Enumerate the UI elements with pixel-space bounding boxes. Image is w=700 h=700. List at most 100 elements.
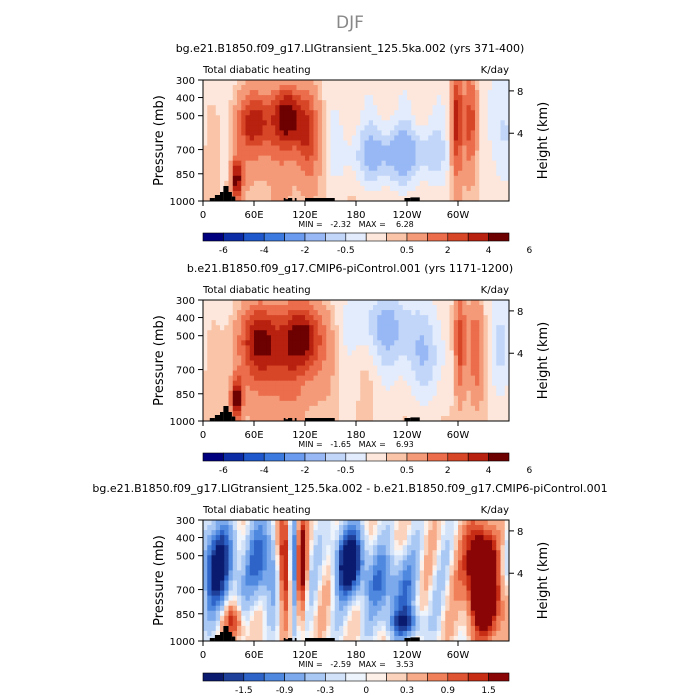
heatmap-cell [339,300,344,306]
heatmap-cell [504,310,510,316]
heatmap-cell [334,95,340,101]
heatmap-cell [407,340,412,346]
heatmap-cell [390,145,395,152]
heatmap-cell [254,110,259,116]
heatmap-cell [500,305,506,311]
heatmap-cell [449,610,455,617]
heatmap-cell [305,330,310,336]
heatmap-cell [334,150,340,157]
heatmap-cell [407,175,412,182]
heatmap-cell [411,140,416,147]
heatmap-cell [207,160,212,167]
heatmap-cell [309,315,314,321]
heatmap-cell [385,165,391,172]
heatmap-cell [500,605,506,612]
colorbar-swatch [284,452,306,462]
heatmap-cell [504,335,510,341]
heatmap-cell [470,555,476,561]
heatmap-cell [441,355,446,361]
heatmap-cell [470,610,476,617]
heatmap-cell [220,180,225,187]
heatmap-cell [360,340,365,346]
heatmap-cell [415,95,421,101]
heatmap-cell [262,300,268,306]
heatmap-cell [322,150,327,157]
heatmap-cell [458,400,463,407]
colorbar-swatch [488,452,510,462]
heatmap-cell [300,530,306,536]
heatmap-cell [445,535,450,541]
heatmap-cell [504,110,510,116]
heatmap-cell [245,550,251,556]
heatmap-cell [500,315,506,321]
heatmap-cell [483,395,489,402]
heatmap-cell [356,405,361,412]
heatmap-cell [296,150,302,157]
heatmap-cell [402,300,408,306]
heatmap-cell [441,555,446,561]
heatmap-cell [449,85,455,91]
heatmap-cell [356,195,361,202]
heatmap-cell [407,610,412,617]
heatmap-cell [496,300,501,306]
heatmap-cell [309,150,314,157]
heatmap-cell [305,345,310,351]
heatmap-cell [470,325,476,331]
heatmap-cell [220,150,225,157]
colorbar-swatch [365,452,387,462]
heatmap-cell [390,570,395,576]
heatmap-cell [500,600,506,607]
heatmap-cell [292,395,297,402]
heatmap-cell [496,120,501,126]
heatmap-cell [343,315,348,321]
heatmap-cell [203,335,208,341]
heatmap-cell [245,190,251,197]
colorbar-label: -0.5 [337,466,355,476]
heatmap-cell [275,590,280,597]
heatmap-cell [385,85,391,91]
heatmap-cell [343,150,348,157]
heatmap-cell [436,575,442,581]
heatmap-cell [224,615,229,622]
heatmap-cell [487,560,493,566]
heatmap-cell [436,520,442,526]
heatmap-cell [275,155,280,162]
heatmap-cell [254,550,259,556]
heatmap-cell [279,350,285,356]
heatmap-cell [402,375,408,382]
heatmap-cell [453,155,459,162]
heatmap-cell [462,530,467,536]
heatmap-cell [241,535,246,541]
heatmap-cell [419,345,425,351]
heatmap-cell [496,580,501,587]
topography-mask [231,416,236,421]
heatmap-cell [381,555,387,561]
heatmap-cell [245,315,251,321]
heatmap-cell [292,175,297,182]
heatmap-cell [207,565,212,571]
heatmap-cell [377,415,382,422]
heatmap-cell [411,595,416,602]
heatmap-cell [402,565,408,571]
heatmap-cell [436,570,442,576]
y-tick-label: 850 [176,390,195,401]
heatmap-cell [445,575,450,581]
heatmap-cell [283,345,289,351]
heatmap-cell [496,540,501,546]
heatmap-cell [475,555,480,561]
heatmap-cell [458,330,463,336]
heatmap-cell [407,570,412,576]
heatmap-cell [402,125,408,131]
heatmap-cell [330,395,336,402]
heatmap-cell [211,350,217,356]
heatmap-cell [309,600,314,607]
heatmap-cell [203,310,208,316]
heatmap-cell [339,525,344,531]
heatmap-cell [207,385,212,392]
heatmap-cell [228,340,234,346]
heatmap-cell [449,175,455,182]
heatmap-cell [288,315,293,321]
heatmap-cell [453,140,459,147]
heatmap-cell [441,120,446,126]
heatmap-cell [292,555,297,561]
